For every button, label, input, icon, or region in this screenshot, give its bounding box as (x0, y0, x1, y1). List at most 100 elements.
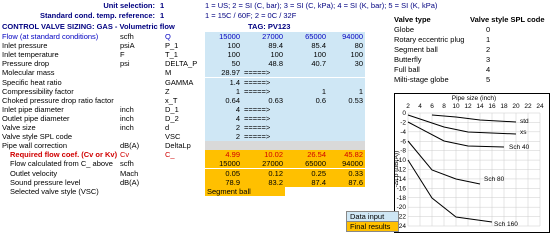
row-value: 65000 (305, 32, 326, 41)
cell-bg (328, 150, 365, 160)
row-value: 87.4 (311, 177, 326, 187)
cell-bg (242, 77, 285, 87)
cell-bg (285, 68, 328, 78)
cell-bg (242, 86, 285, 96)
cell-bg (242, 186, 285, 196)
cell-bg (285, 186, 328, 196)
row-value: 0.05 (225, 168, 240, 178)
cell-bg (328, 123, 365, 133)
cell-bg (285, 32, 328, 42)
row-value: =====> (244, 86, 271, 96)
cell-bg (205, 59, 242, 69)
row-value: 2 (235, 132, 240, 142)
y-tick-label: -24 (397, 223, 407, 230)
cell-bg (242, 123, 285, 133)
row-value: 1 (235, 86, 240, 96)
row-value: 94000 (342, 159, 363, 169)
spreadsheet: Pipe size (inch) 2 4 6 8 10 12 14 16 18 20 22 24 0 -2-… (0, 0, 550, 234)
row-value: 27000 (262, 159, 283, 169)
row-unit: F (120, 50, 125, 60)
cell-bg (205, 86, 242, 96)
y-tick-label: -10 (397, 157, 407, 164)
curve-label: std (520, 118, 529, 125)
x-tick-label: 6 (430, 103, 434, 110)
row-symbol: T_1 (165, 50, 178, 60)
cell-bg (328, 68, 365, 78)
cell-bg (285, 168, 328, 178)
cell-bg (285, 77, 328, 87)
row-value: =====> (244, 68, 271, 78)
curve-label: Sch 160 (494, 221, 518, 228)
row-value: 40.7 (311, 59, 326, 69)
row-value: 50 (231, 59, 240, 69)
row-value: 80 (354, 41, 363, 51)
cell-bg (242, 113, 285, 123)
cell-bg (242, 50, 285, 60)
row-label: Inlet pipe diameter (2, 104, 64, 114)
row-value: 100 (270, 50, 283, 60)
row-symbol: Z (165, 86, 170, 96)
y-tick-label: -6 (400, 138, 406, 145)
cell-bg (328, 168, 365, 178)
cell-bg (285, 123, 328, 133)
x-tick-label: 18 (500, 103, 508, 110)
row-value: =====> (244, 123, 271, 132)
legend-entry: Final results (346, 220, 399, 232)
cell-bg (328, 32, 365, 42)
row-value: 100 (350, 50, 363, 60)
cell-bg (242, 95, 285, 105)
curve-xs (407, 114, 517, 135)
row-value: 85.4 (311, 41, 326, 51)
x-tick-label: 12 (464, 103, 472, 110)
row-symbol: P_1 (165, 41, 179, 51)
cell-bg (205, 168, 242, 178)
row-value: 0.64 (225, 95, 240, 105)
valve-code: 1 (486, 35, 491, 44)
cell-bg (205, 113, 242, 123)
row-value: =====> (244, 77, 271, 87)
row-value: 0.63 (268, 95, 283, 105)
cell-bg (242, 32, 285, 42)
cell-bg (328, 50, 365, 60)
cell-bg (205, 177, 242, 187)
cell-bg (285, 50, 328, 60)
row-value: Segment ball (207, 186, 251, 196)
valve-type: Butterfly (394, 55, 422, 64)
row-label: Sound pressure level (10, 177, 81, 187)
row-unit: Mach (120, 168, 139, 178)
row-value: 78.9 (225, 177, 240, 187)
setting-value: 1 (160, 11, 165, 20)
x-tick-label: 16 (488, 103, 496, 110)
chart-title: Pipe size (inch) (452, 95, 496, 102)
y-tick-label: -12 (397, 167, 407, 174)
curve-std (431, 114, 517, 123)
y-tick-label: 0 (402, 110, 406, 117)
cell-bg (328, 159, 365, 169)
row-value: 4.99 (225, 150, 240, 160)
curve-label: Sch 40 (509, 144, 530, 151)
cell-bg (328, 77, 365, 87)
row-value: 4 (235, 113, 240, 123)
row-unit: psi (120, 59, 130, 69)
cell-bg (328, 95, 365, 105)
cell-bg (328, 141, 365, 151)
row-symbol: D_1 (165, 104, 179, 114)
setting-value: 1 (160, 1, 165, 10)
cell-bg (242, 104, 285, 114)
row-unit: psiA (120, 41, 135, 51)
cell-bg (285, 86, 328, 96)
row-value: 1.4 (229, 77, 240, 87)
cell-bg (205, 68, 242, 78)
curve-sch160 (407, 159, 493, 223)
cell-bg (205, 50, 242, 60)
row-label: Inlet temperature (2, 50, 59, 60)
cell-bg (205, 95, 242, 105)
cell-bg (285, 113, 328, 123)
row-symbol: Q (165, 32, 171, 41)
curve-label: Sch 80 (484, 176, 505, 183)
row-symbol: d (165, 123, 170, 132)
pipe-chart: Pipe size (inch)2 4 6 8 10 12 14 16 18 20 22 240-2-… (394, 93, 550, 233)
row-value: 94000 (342, 32, 363, 41)
row-unit: inch (120, 123, 134, 132)
cell-bg (242, 59, 285, 69)
